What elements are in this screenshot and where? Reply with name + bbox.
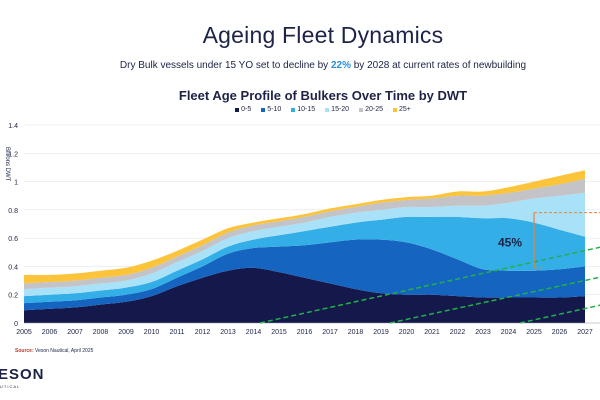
x-tick-label: 2013 [220, 329, 236, 336]
subtitle-highlight: 22% [330, 60, 351, 71]
y-tick-label: 0.6 [8, 236, 18, 243]
x-tick-label: 2005 [16, 329, 32, 336]
legend-item: 15-20 [325, 106, 349, 113]
y-tick-label: 1.4 [8, 123, 18, 130]
area-series-15-20 [24, 192, 585, 297]
legend-swatch [325, 107, 330, 112]
legend-label: 10-15 [297, 106, 316, 113]
x-tick-label: 2014 [246, 329, 262, 336]
annotation-label: 45% [498, 235, 522, 249]
legend-label: 5-10 [267, 106, 282, 113]
x-tick-label: 2011 [169, 329, 184, 336]
page-title: Ageing Fleet Dynamics [202, 22, 444, 48]
x-tick-label: 2007 [67, 329, 83, 336]
area-series-5-10 [24, 239, 585, 311]
trend-line [519, 304, 600, 324]
x-tick-label: 2026 [552, 329, 568, 336]
x-tick-label: 2016 [297, 329, 313, 336]
legend-item: 5-10 [261, 106, 281, 113]
company-logo: ESON [0, 366, 45, 383]
source-text: Veson Nautical, April 2025 [33, 348, 94, 354]
x-tick-label: 2021 [424, 329, 440, 336]
x-tick-label: 2025 [526, 329, 542, 336]
x-tick-label: 2027 [577, 329, 593, 336]
area-series-10-15 [24, 216, 585, 304]
source-label: Source: [15, 348, 34, 354]
subtitle-text-after: by 2028 at current rates of newbuilding [350, 60, 527, 71]
area-chart: 0 0.2 0.4 0.6 0.8 1 1.2 1.4 Billions DWT 45% 2005 2… [4, 123, 600, 336]
y-tick-label: 1 [14, 180, 18, 187]
area-series-0-5 [24, 267, 585, 323]
legend-label: 25+ [398, 106, 411, 113]
x-tick-label: 2023 [475, 329, 491, 336]
y-tick-label: 1.2 [8, 151, 18, 158]
x-tick-label: 2006 [42, 329, 58, 336]
x-tick-label: 2008 [93, 329, 109, 336]
area-series-20-25 [24, 178, 585, 290]
chart-title: Fleet Age Profile of Bulkers Over Time b… [178, 88, 468, 103]
legend-swatch [359, 107, 364, 112]
y-tick-label: 0.8 [8, 208, 18, 215]
legend-item: 25+ [392, 106, 411, 113]
x-tick-label: 2018 [348, 329, 364, 336]
chart-legend: 0-5 5-10 10-15 15-20 20-25 25+ [0, 106, 600, 113]
legend-item: 20-25 [359, 106, 383, 113]
subtitle-text-before: Dry Bulk vessels under 15 YO set to decl… [119, 60, 331, 71]
source-note: Source: Veson Nautical, April 2025 [15, 348, 93, 354]
company-logo-subtext: UTICAL [0, 384, 21, 389]
legend-label: 15-20 [331, 106, 350, 113]
legend-label: 20-25 [365, 106, 383, 113]
legend-swatch [392, 107, 397, 112]
x-tick-label: 2015 [271, 329, 287, 336]
x-tick-label: 2017 [322, 329, 338, 336]
x-tick-label: 2022 [450, 329, 466, 336]
x-tick-label: 2019 [373, 329, 389, 336]
legend-swatch [261, 107, 266, 112]
trend-line [389, 276, 600, 324]
x-tick-label: 2009 [118, 329, 134, 336]
legend-swatch [235, 107, 240, 112]
x-tick-label: 2012 [195, 329, 211, 336]
legend-item: 0-5 [235, 106, 251, 113]
y-tick-label: 0.4 [8, 264, 18, 271]
page-subtitle: Dry Bulk vessels under 15 YO set to decl… [0, 60, 600, 71]
y-tick-label: 0 [14, 321, 18, 328]
x-tick-label: 2020 [399, 329, 415, 336]
legend-item: 10-15 [291, 106, 315, 113]
x-tick-label: 2010 [144, 329, 160, 336]
y-tick-label: 0.2 [8, 293, 18, 300]
y-axis-label: Billions DWT [4, 147, 10, 182]
x-tick-label: 2024 [501, 329, 517, 336]
legend-label: 0-5 [241, 106, 252, 113]
trend-line [259, 246, 600, 324]
legend-swatch [291, 107, 296, 112]
